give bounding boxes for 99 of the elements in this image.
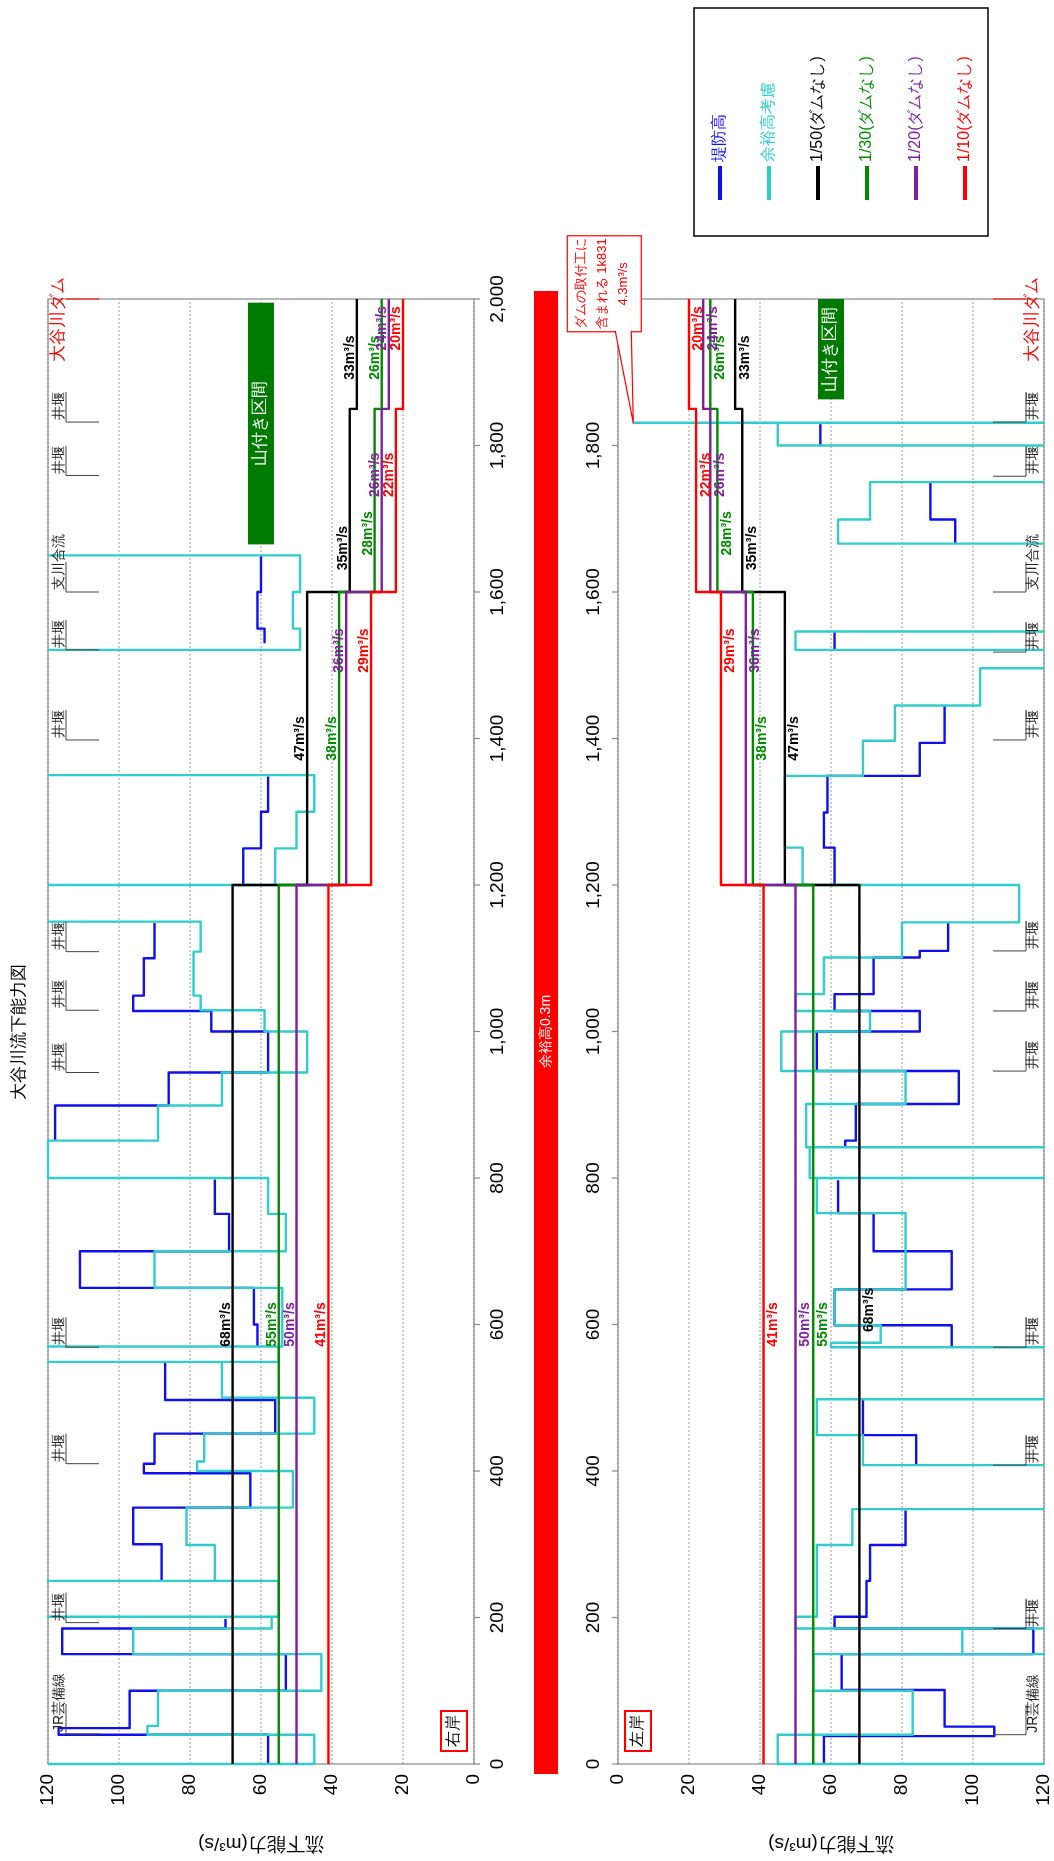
y-tick-label: 800: [486, 1162, 508, 1194]
annotation: 右岸: [444, 1715, 462, 1747]
band-label: 山付き区間: [250, 381, 270, 467]
annotation: 大谷川ダム: [48, 276, 68, 362]
annotation: JR芸備線: [1023, 1673, 1040, 1733]
annotation: 井堰: [1023, 709, 1040, 738]
data-label: 35m³/s: [333, 525, 350, 571]
data-label: 28m³/s: [358, 511, 375, 556]
x-tick-label: 80: [178, 1774, 200, 1796]
x-tick-label: 20: [677, 1774, 699, 1796]
y-tick-label: 1,000: [486, 1007, 508, 1056]
annotation: 支川合流: [49, 534, 66, 590]
text: 大谷川流下能力図: [9, 963, 29, 1100]
text: 余裕高0.3m: [536, 994, 553, 1069]
annotation: 井堰: [1023, 1317, 1040, 1346]
y-tick-label: 0: [582, 1758, 604, 1770]
y-tick-label: 1,400: [582, 714, 604, 763]
data-label: 33m³/s: [340, 335, 357, 380]
data-label: 29m³/s: [355, 628, 372, 673]
x-tick-label: 120: [36, 1774, 58, 1806]
data-label: 38m³/s: [323, 716, 340, 761]
x-tick-label: 120: [1032, 1774, 1054, 1806]
y-tick-label: 1,400: [486, 714, 508, 763]
data-label: 38m³/s: [753, 716, 770, 761]
annotation: 井堰: [49, 921, 66, 950]
y-tick-label: 1,600: [486, 568, 508, 616]
x-tick-label: 0: [606, 1774, 628, 1785]
x-tick-label: 80: [890, 1774, 912, 1796]
annotation: 井堰: [1023, 446, 1040, 475]
data-label: 35m³/s: [742, 525, 759, 571]
annotation: 井堰: [49, 1592, 66, 1621]
data-label: 22m³/s: [696, 452, 713, 497]
x-tick-label: 60: [249, 1774, 271, 1796]
y-tick-label: 200: [582, 1601, 604, 1634]
data-label: 36m³/s: [746, 628, 763, 673]
annotation: 井堰: [49, 1433, 66, 1462]
data-label: 36m³/s: [330, 628, 347, 673]
annotation: 井堰: [1023, 622, 1040, 651]
x-tick-label: 40: [748, 1774, 770, 1796]
y-tick-label: 1,600: [582, 568, 604, 616]
annotation: 井堰: [1023, 1435, 1040, 1464]
x-tick-label: 20: [391, 1774, 413, 1796]
y-tick-label: 400: [486, 1455, 508, 1487]
y-tick-label: 800: [582, 1162, 604, 1194]
annotation: 井堰: [49, 1042, 66, 1071]
data-label: 50m³/s: [795, 1302, 812, 1347]
annotation: 支川合流: [1023, 534, 1040, 590]
y-tick-label: 200: [486, 1601, 508, 1634]
y-tick-label: 400: [582, 1455, 604, 1487]
data-label: 68m³/s: [859, 1287, 876, 1333]
data-label: 55m³/s: [813, 1302, 830, 1347]
x-axis-title: 流下能力(m³/s): [768, 1833, 894, 1855]
data-label: 22m³/s: [379, 452, 396, 497]
x-tick-label: 100: [107, 1774, 129, 1806]
y-tick-label: 2,000: [486, 275, 508, 323]
data-label: 41m³/s: [312, 1302, 329, 1347]
y-tick-label: 1,000: [582, 1007, 604, 1056]
data-label: 68m³/s: [216, 1302, 233, 1347]
annotation: JR芸備線: [49, 1672, 66, 1732]
annotation: 井堰: [49, 619, 66, 648]
data-label: 41m³/s: [763, 1302, 780, 1347]
x-axis-title: 流下能力(m³/s): [198, 1833, 324, 1855]
data-label: 33m³/s: [735, 335, 752, 380]
y-tick-label: 1,200: [486, 861, 508, 909]
data-label: 28m³/s: [717, 511, 734, 556]
data-label: 26m³/s: [365, 452, 382, 497]
data-label: 47m³/s: [291, 716, 308, 761]
band-label: 山付き区間: [820, 306, 840, 392]
data-label: 20m³/s: [387, 305, 403, 351]
annotation: 井堰: [49, 1317, 66, 1346]
annotation: 井堰: [49, 392, 66, 421]
annotation: 井堰: [1023, 1598, 1040, 1627]
annotation: 井堰: [1023, 920, 1040, 949]
legend: 堤防高 余裕高考慮 1/50(ダムなし) 1/30(ダムなし) 1/20(ダムなし) 1/10(ダムなし): [693, 7, 989, 237]
data-label: 47m³/s: [785, 716, 802, 761]
data-label: 55m³/s: [262, 1302, 279, 1347]
x-tick-label: 60: [819, 1774, 841, 1796]
x-tick-label: 100: [961, 1774, 983, 1806]
annotation: 井堰: [1023, 980, 1040, 1009]
y-tick-label: 1,800: [486, 421, 508, 470]
annotation: ダムの取付工に含まれる 1k831 4.3m³/s: [573, 238, 631, 330]
annotation: 大谷川ダム: [1022, 276, 1042, 362]
annotation: 井堰: [49, 445, 66, 474]
data-label: 20m³/s: [689, 305, 706, 351]
y-tick-label: 600: [486, 1308, 508, 1341]
y-tick-label: 600: [582, 1308, 604, 1341]
data-label: 50m³/s: [280, 1302, 297, 1347]
data-label: 26m³/s: [710, 452, 727, 497]
y-tick-label: 1,200: [582, 861, 604, 909]
annotation: 井堰: [49, 709, 66, 738]
y-tick-label: 0: [486, 1758, 508, 1770]
annotation: 井堰: [49, 980, 66, 1009]
annotation: 左岸: [628, 1715, 646, 1747]
data-label: 29m³/s: [721, 628, 738, 673]
y-tick-label: 1,800: [582, 421, 604, 470]
annotation: 井堰: [1023, 1041, 1040, 1070]
x-tick-label: 0: [462, 1774, 484, 1785]
annotation: 井堰: [1023, 392, 1040, 421]
x-tick-label: 40: [320, 1774, 342, 1796]
